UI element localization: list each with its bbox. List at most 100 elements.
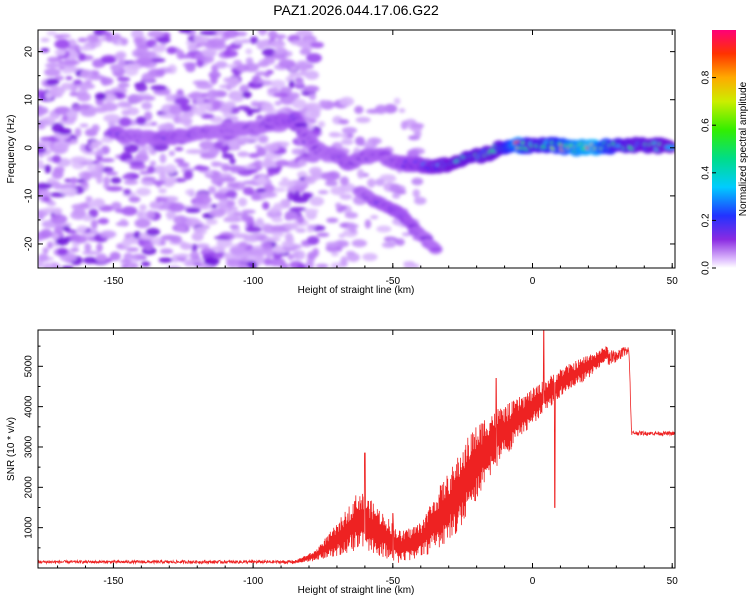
- spectrogram-blob: [354, 105, 364, 115]
- spectrogram-blob: [340, 256, 348, 265]
- spectrogram-blob: [46, 31, 57, 36]
- spectrogram-blob: [304, 70, 320, 80]
- spectrogram-blob: [262, 201, 270, 210]
- spectrogram-blob: [82, 250, 100, 256]
- snr-x-tick-label: -50: [386, 576, 401, 587]
- spectrogram-blob: [165, 93, 174, 102]
- spectrogram-blob: [152, 44, 167, 53]
- spectrogram-blob: [304, 102, 321, 110]
- spectrogram-blob: [83, 150, 100, 155]
- spectrogram-blob: [54, 49, 67, 56]
- spectrogram-blob: [54, 34, 64, 39]
- spectrogram-blob: [145, 210, 155, 220]
- spectrogram-blob: [110, 177, 122, 184]
- spectrogram-blob: [92, 106, 109, 113]
- spectrogram-blob: [66, 45, 79, 51]
- spectrogram-blob: [248, 152, 260, 159]
- spectrogram-blob: [67, 117, 76, 124]
- spectrogram-blob: [128, 196, 141, 203]
- spectrogram-blob: [288, 72, 303, 78]
- snr-x-tick-label: 0: [530, 576, 536, 587]
- spectrogram-blob: [237, 168, 254, 176]
- spectrogram-blob: [73, 79, 83, 85]
- spectrogram-blob: [255, 255, 264, 266]
- spectrogram-y-tick-label: 10: [24, 94, 35, 106]
- spectrogram-blob: [55, 237, 69, 246]
- spectrogram-blob: [96, 174, 103, 185]
- spectrogram-blob: [90, 140, 103, 147]
- spectrogram-blob: [233, 39, 243, 45]
- spectrogram-blob: [273, 34, 287, 39]
- spectrogram-blob: [246, 260, 258, 268]
- spectrogram-blob: [168, 202, 185, 213]
- spectrogram-blob: [211, 203, 218, 209]
- spectrogram-blob: [202, 247, 211, 253]
- spectrogram-blob: [338, 119, 350, 125]
- spectrogram-blob: [289, 92, 300, 100]
- spectrogram-blob: [193, 226, 207, 236]
- spectrogram-blob: [147, 30, 165, 38]
- spectrogram-blob: [664, 144, 675, 150]
- spectrogram-blob: [271, 225, 286, 233]
- spectrogram-blob: [341, 126, 358, 134]
- spectrogram-blob: [185, 62, 196, 73]
- spectrogram-blob: [41, 195, 51, 203]
- spectrogram-blob: [85, 195, 93, 203]
- colorbar-tick-label: 0.2: [701, 213, 712, 227]
- spectrogram-blob: [298, 61, 308, 71]
- spectrogram-blob: [371, 138, 378, 148]
- spectrogram-blob: [264, 236, 281, 242]
- spectrogram-blob: [117, 82, 130, 88]
- spectrogram-blob: [227, 76, 240, 87]
- spectrogram-blob: [194, 195, 212, 205]
- spectrogram-blob: [231, 92, 245, 103]
- spectrogram-blob: [329, 132, 342, 138]
- spectrogram-blob: [199, 140, 215, 150]
- spectrogram-blob: [71, 203, 88, 210]
- spectrogram-blob: [101, 56, 116, 64]
- spectrogram-blob: [137, 149, 148, 156]
- spectrogram-blob: [110, 201, 122, 211]
- snr-y-tick-label: 3000: [24, 435, 35, 458]
- spectrogram-blob: [345, 250, 356, 257]
- snr-xlabel: Height of straight line (km): [298, 585, 415, 596]
- snr-ylabel: SNR (10 * v/v): [6, 417, 17, 481]
- spectrogram-blob: [141, 101, 153, 110]
- spectrogram-blob: [60, 82, 73, 91]
- spectrogram-blob: [324, 180, 338, 187]
- spectrogram-blob: [257, 30, 268, 36]
- spectrogram-blob: [287, 253, 294, 261]
- spectrogram-blob: [40, 228, 53, 239]
- colorbar-gradient: [712, 30, 736, 268]
- spectrogram-blob: [159, 239, 166, 246]
- spectrogram-blob: [270, 79, 286, 89]
- spectrogram-blob: [69, 91, 80, 97]
- figure-title: PAZ1.2026.044.17.06.G22: [273, 2, 439, 18]
- spectrogram-blob: [330, 251, 339, 257]
- spectrogram-blob: [364, 219, 372, 229]
- spectrogram-blob: [227, 206, 239, 211]
- spectrogram-y-tick-label: 0: [24, 145, 35, 151]
- spectrogram-blob: [86, 164, 98, 172]
- spectrogram-blob: [159, 248, 174, 255]
- spectrogram-blob: [193, 166, 211, 171]
- spectrogram-blob: [143, 111, 153, 122]
- spectrogram-blob: [297, 171, 308, 179]
- spectrogram-blob: [78, 103, 91, 110]
- spectrogram-blob: [257, 78, 264, 84]
- spectrogram-blob: [42, 247, 49, 254]
- spectrogram-blob: [47, 57, 62, 63]
- spectrogram-blob: [76, 225, 88, 232]
- spectrogram-blob: [209, 208, 226, 218]
- spectrogram-blob: [267, 172, 274, 177]
- spectrogram-blob: [412, 188, 421, 198]
- spectrogram-blob: [292, 98, 307, 109]
- spectrogram-blob: [239, 84, 250, 93]
- spectrogram-ylabel: Frequency (Hz): [6, 115, 17, 184]
- spectrogram-blob: [299, 48, 312, 56]
- spectrogram-blob: [355, 116, 371, 124]
- colorbar-tick-label: 0.8: [701, 70, 712, 84]
- spectrogram-blob: [362, 252, 378, 262]
- spectrogram-blob: [274, 47, 287, 55]
- spectrogram-blob: [206, 89, 219, 99]
